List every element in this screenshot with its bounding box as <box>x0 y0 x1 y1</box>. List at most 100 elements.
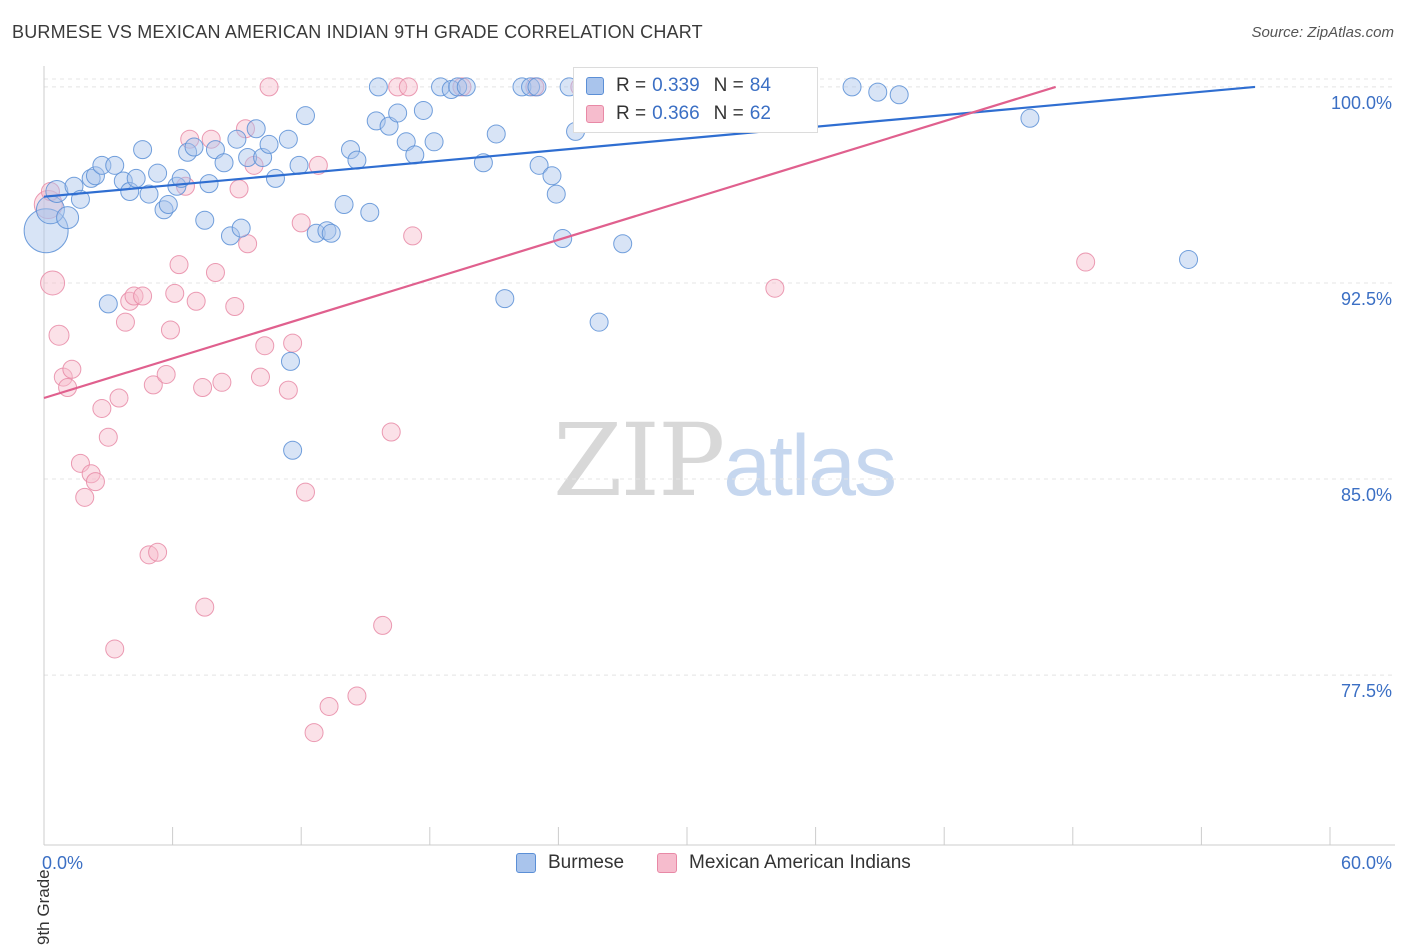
burmese-point <box>1020 108 1040 128</box>
mexican-american-indians-point <box>33 190 63 220</box>
mexican-american-indians-point <box>148 542 168 562</box>
mexican-american-indians-point <box>160 320 180 340</box>
burmese-point <box>126 168 146 188</box>
burmese-point <box>889 85 909 105</box>
mexican-american-indians-point <box>295 482 315 502</box>
burmese-point <box>158 195 178 215</box>
burmese-point <box>334 195 354 215</box>
mexican-american-indians-point <box>169 255 189 275</box>
burmese-point <box>227 129 247 149</box>
mexican-american-indians-point <box>1076 252 1096 272</box>
burmese-point <box>246 119 266 139</box>
burmese-point <box>259 134 279 154</box>
mexican-american-indians-point <box>381 422 401 442</box>
mexican-american-indians-point <box>255 336 275 356</box>
burmese-point <box>283 440 303 460</box>
burmese-point <box>347 150 367 170</box>
burmese-point <box>456 77 476 97</box>
legend-label-burmese: Burmese <box>548 852 625 873</box>
mexican-american-indians-point <box>373 615 393 635</box>
mexican-american-indians-point <box>115 312 135 332</box>
series-burmese <box>23 77 1199 460</box>
mexican-american-indians-point <box>92 398 112 418</box>
burmese-point <box>98 294 118 314</box>
burmese-legend-swatch <box>516 853 536 873</box>
legend-label-mexican-american-indians: Mexican American Indians <box>689 852 911 873</box>
mexican-american-indians-point <box>278 380 298 400</box>
burmese-point <box>368 77 388 97</box>
scatter-plot <box>23 66 1395 846</box>
burmese-point <box>495 289 515 309</box>
legend-item-burmese[interactable]: Burmese <box>516 852 624 874</box>
watermark-atlas: atlas <box>723 418 897 514</box>
r-label: R = <box>616 75 647 96</box>
watermark-zip: ZIP <box>553 402 725 519</box>
n-label: N = <box>713 75 744 96</box>
burmese-point <box>85 166 105 186</box>
mexican-american-indians-point <box>98 427 118 447</box>
y-tick-label-0: 77.5% <box>1340 681 1392 702</box>
burmese-point <box>139 184 159 204</box>
burmese-point <box>214 153 234 173</box>
burmese-point <box>613 234 633 254</box>
burmese-point <box>527 77 547 97</box>
n-label: N = <box>713 103 744 124</box>
burmese-point <box>289 155 309 175</box>
mexican-american-indians-point <box>212 372 232 392</box>
series-mexican-american-indians <box>33 77 1096 743</box>
burmese-point <box>280 351 300 371</box>
mexican-american-indians-legend-swatch <box>657 853 677 873</box>
mexican-american-indians-point <box>48 324 70 346</box>
burmese-point <box>133 140 153 160</box>
legend-row-mexican-american-indians: R = 0.366 N = 62 <box>586 101 785 127</box>
burmese-swatch <box>586 77 604 95</box>
mexican-american-indians-point <box>195 597 215 617</box>
burmese-point <box>178 142 198 162</box>
burmese-point <box>405 145 425 165</box>
mexican-american-indians-point <box>143 375 163 395</box>
series-legend: Burmese Mexican American Indians <box>0 852 1406 878</box>
source-label: Source: ZipAtlas.com <box>1251 24 1394 41</box>
mexican-american-indians-point <box>388 77 408 97</box>
burmese-point <box>546 184 566 204</box>
x-tick-label-min: 0.0% <box>42 853 84 873</box>
legend-item-mexican-american-indians[interactable]: Mexican American Indians <box>657 852 911 874</box>
mexican-american-indians-point <box>347 686 367 706</box>
burmese-point <box>366 111 386 131</box>
burmese-point <box>842 77 862 97</box>
n-value-mexican-american-indians: 62 <box>749 103 771 124</box>
mexican-american-indians-point <box>319 696 339 716</box>
burmese-point <box>360 202 380 222</box>
burmese-point <box>868 82 888 102</box>
burmese-point <box>220 226 240 246</box>
burmese-point <box>45 179 69 203</box>
mexican-american-indians-point <box>403 226 423 246</box>
mexican-american-indians-point <box>186 291 206 311</box>
burmese-point <box>238 147 258 167</box>
burmese-point <box>388 103 408 123</box>
burmese-point <box>148 163 168 183</box>
mexican-american-indians-point <box>58 378 78 398</box>
correlation-legend: R = 0.339 N = 84 R = 0.366 N = 62 <box>573 67 818 133</box>
burmese-point <box>195 210 215 230</box>
r-label: R = <box>616 103 647 124</box>
mexican-american-indians-trend-line <box>43 85 1056 400</box>
mexican-american-indians-point <box>229 179 249 199</box>
burmese-point <box>295 106 315 126</box>
burmese-point <box>231 218 251 238</box>
mexican-american-indians-point <box>40 270 66 296</box>
y-tick-label-2: 92.5% <box>1340 288 1392 309</box>
mexican-american-indians-point <box>133 286 153 306</box>
mexican-american-indians-point <box>205 263 225 283</box>
mexican-american-indians-point <box>62 359 82 379</box>
mexican-american-indians-point <box>308 155 328 175</box>
mexican-american-indians-point <box>225 296 245 316</box>
chart-title: BURMESE VS MEXICAN AMERICAN INDIAN 9TH G… <box>12 22 703 42</box>
burmese-point <box>486 124 506 144</box>
n-value-burmese: 84 <box>749 75 771 96</box>
burmese-point <box>265 168 285 188</box>
burmese-trend-line <box>43 85 1256 198</box>
mexican-american-indians-point <box>156 364 176 384</box>
axes <box>43 66 1395 846</box>
mexican-american-indians-point <box>283 333 303 353</box>
